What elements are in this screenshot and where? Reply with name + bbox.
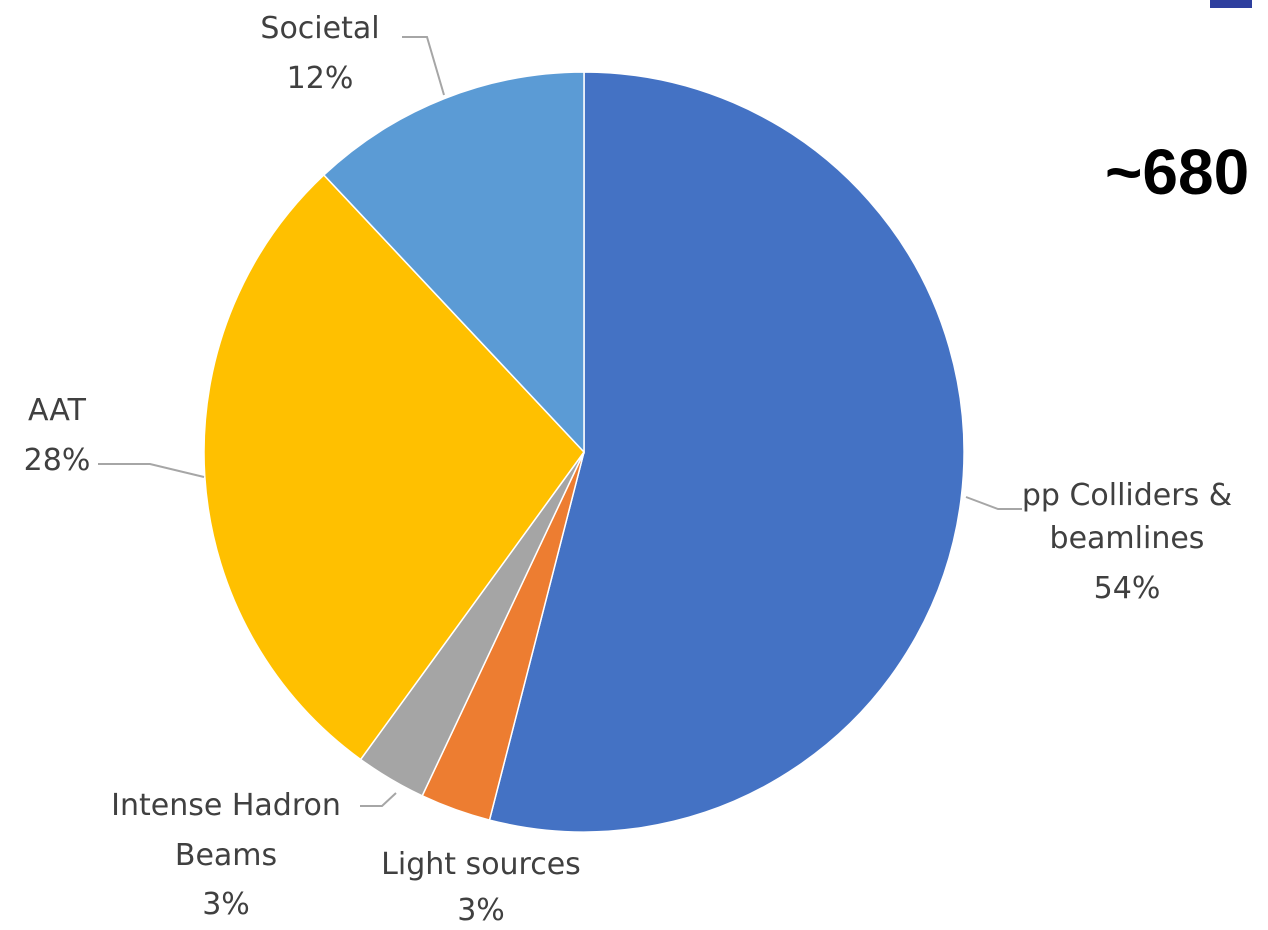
data-labels: pp Colliders & beamlines 54% Light sources 3… bbox=[24, 11, 1233, 928]
slice-label-pp-colliders-beamlines: pp Colliders & bbox=[1022, 478, 1232, 513]
leader-line-societal bbox=[402, 36, 445, 96]
leader-line-aat bbox=[98, 463, 205, 478]
slice-label-intense-hadron-beams: Beams bbox=[175, 838, 277, 873]
pie-slices bbox=[203, 71, 965, 833]
slice-label-pp-colliders-beamlines: beamlines bbox=[1050, 521, 1205, 556]
headline-figure: ~680 bbox=[1105, 136, 1250, 208]
pie-slice-aat bbox=[203, 173, 585, 761]
slice-percent-pp-colliders-beamlines: 54% bbox=[1094, 571, 1161, 606]
leader-line-pp-colliders-beamlines bbox=[965, 496, 1022, 510]
slice-percent-intense-hadron-beams: 3% bbox=[202, 887, 250, 922]
corner-mark bbox=[1210, 0, 1252, 8]
slice-percent-societal: 12% bbox=[287, 61, 354, 96]
slice-label-intense-hadron-beams: Intense Hadron bbox=[111, 788, 341, 823]
leader-line-intense-hadron-beams bbox=[360, 792, 397, 807]
pie-slice-societal bbox=[322, 71, 585, 454]
slice-label-light-sources: Light sources bbox=[381, 847, 581, 882]
slice-percent-light-sources: 3% bbox=[457, 893, 505, 928]
slice-percent-aat: 28% bbox=[24, 443, 91, 478]
slice-label-aat: AAT bbox=[28, 393, 87, 428]
slice-label-societal: Societal bbox=[260, 11, 379, 46]
pie-slice-pp-colliders-beamlines bbox=[488, 71, 965, 833]
